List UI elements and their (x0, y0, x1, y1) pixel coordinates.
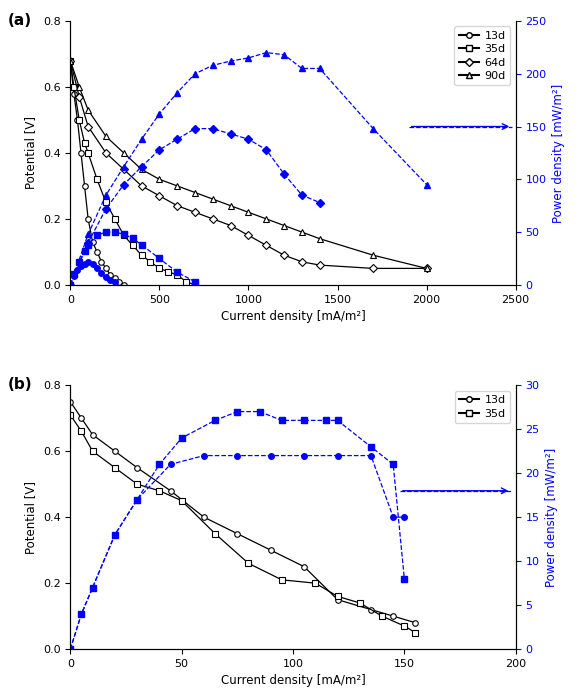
Legend: 13d, 35d, 64d, 90d: 13d, 35d, 64d, 90d (454, 27, 510, 85)
Text: (a): (a) (8, 13, 32, 28)
Y-axis label: Power density [mW/m²]: Power density [mW/m²] (545, 447, 558, 587)
Y-axis label: Power density [mW/m²]: Power density [mW/m²] (552, 83, 565, 223)
X-axis label: Current density [mA/m²]: Current density [mA/m²] (220, 674, 366, 688)
X-axis label: Current density [mA/m²]: Current density [mA/m²] (220, 310, 366, 323)
Legend: 13d, 35d: 13d, 35d (455, 391, 510, 423)
Text: (b): (b) (8, 378, 33, 392)
Y-axis label: Potential [V]: Potential [V] (24, 117, 38, 189)
Y-axis label: Potential [V]: Potential [V] (24, 481, 38, 554)
